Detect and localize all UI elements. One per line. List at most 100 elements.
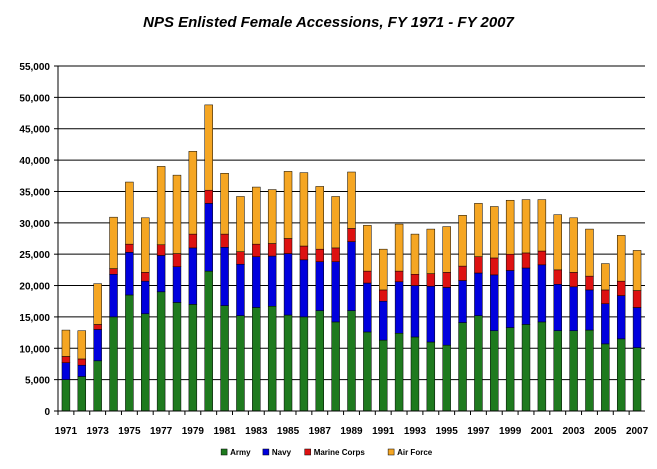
bar-air-force-1990 — [363, 225, 372, 272]
legend-label: Army — [230, 448, 251, 457]
bar-marine-corps-1989 — [347, 228, 356, 242]
bar-marine-corps-1988 — [331, 247, 340, 262]
bar-navy-1986 — [299, 259, 309, 318]
bar-air-force-1971 — [61, 329, 71, 357]
bar-marine-corps-1994 — [426, 273, 436, 287]
bar-marine-corps-2001 — [537, 250, 547, 266]
bar-army-2005 — [601, 343, 610, 412]
bar-army-1980 — [204, 270, 213, 412]
bar-army-1988 — [331, 321, 340, 412]
bar-marine-corps-1990 — [363, 270, 372, 284]
bar-marine-corps-1975 — [125, 243, 134, 253]
x-tick-label: 1985 — [277, 426, 300, 437]
bar-air-force-1999 — [505, 199, 515, 255]
bar-navy-1987 — [315, 261, 324, 311]
bar-air-force-1996 — [458, 215, 467, 267]
bar-army-1976 — [141, 313, 150, 412]
bar-army-1993 — [410, 336, 420, 412]
bar-navy-1974 — [109, 274, 118, 318]
bar-navy-2005 — [601, 303, 610, 345]
bar-air-force-1989 — [347, 171, 356, 229]
bar-marine-corps-2005 — [601, 289, 610, 304]
bar-air-force-1984 — [267, 189, 277, 244]
bar-marine-corps-1996 — [458, 265, 467, 281]
bar-marine-corps-1981 — [220, 233, 229, 248]
bar-army-2003 — [569, 330, 578, 412]
bar-marine-corps-1986 — [299, 245, 309, 261]
bar-navy-1973 — [93, 329, 102, 362]
y-tick-label: 20,000 — [19, 282, 50, 293]
bar-navy-1982 — [236, 263, 245, 316]
bar-air-force-1975 — [125, 181, 134, 245]
bar-marine-corps-1977 — [156, 244, 166, 256]
x-tick-label: 2007 — [626, 426, 649, 437]
x-tick-label: 1993 — [404, 426, 427, 437]
bar-navy-1971 — [61, 362, 71, 380]
bar-navy-1989 — [347, 241, 356, 311]
bar-army-1973 — [93, 360, 102, 412]
bar-navy-1994 — [426, 285, 436, 343]
bar-marine-corps-2000 — [521, 252, 531, 269]
x-tick-label: 1999 — [499, 426, 522, 437]
bar-army-1984 — [267, 305, 277, 412]
chart-title: NPS Enlisted Female Accessions, FY 1971 … — [143, 14, 514, 31]
bar-air-force-1976 — [141, 217, 150, 273]
bar-army-1982 — [236, 315, 245, 412]
bar-air-force-2002 — [553, 214, 562, 271]
bar-air-force-1995 — [442, 226, 451, 273]
bar-marine-corps-1984 — [267, 243, 277, 257]
bar-air-force-1983 — [252, 186, 261, 245]
bar-army-1981 — [220, 305, 229, 412]
bar-marine-corps-2006 — [616, 280, 626, 296]
bar-air-force-2000 — [521, 199, 531, 254]
bar-marine-corps-2002 — [553, 269, 562, 285]
bar-navy-1977 — [156, 255, 166, 293]
bar-army-1998 — [490, 330, 499, 412]
bar-marine-corps-1973 — [93, 324, 102, 330]
bar-marine-corps-1972 — [77, 358, 87, 366]
x-tick-label: 1971 — [55, 426, 78, 437]
bar-army-2000 — [521, 324, 531, 412]
legend-swatch — [387, 448, 395, 456]
bar-army-1994 — [426, 341, 436, 412]
bar-navy-1978 — [172, 266, 182, 303]
bar-navy-1979 — [188, 247, 198, 305]
bar-army-1990 — [363, 331, 372, 412]
bar-navy-2004 — [585, 289, 594, 331]
legend-swatch — [304, 448, 311, 456]
bar-air-force-1972 — [77, 330, 87, 360]
y-tick-label: 50,000 — [19, 93, 50, 104]
x-tick-label: 1975 — [118, 426, 141, 437]
bar-marine-corps-1997 — [474, 256, 483, 274]
bar-navy-1998 — [490, 274, 499, 331]
bar-army-1989 — [347, 310, 356, 412]
bar-army-1978 — [172, 302, 182, 412]
bar-air-force-1994 — [426, 228, 436, 274]
bar-marine-corps-1971 — [61, 356, 71, 363]
bar-air-force-2006 — [616, 235, 626, 282]
bar-army-2006 — [616, 338, 626, 412]
bar-army-1991 — [379, 339, 388, 412]
bar-army-1983 — [252, 307, 261, 412]
x-tick-label: 2001 — [531, 426, 554, 437]
bar-navy-2003 — [569, 286, 578, 331]
y-tick-label: 5,000 — [25, 376, 50, 387]
bar-air-force-2005 — [601, 263, 610, 291]
bar-marine-corps-1982 — [236, 251, 245, 265]
x-tick-label: 1983 — [245, 426, 268, 437]
bar-army-1977 — [156, 291, 166, 412]
bar-air-force-1980 — [204, 104, 213, 191]
bars — [61, 104, 642, 412]
x-tick-label: 2003 — [562, 426, 585, 437]
legend-label: Marine Corps — [314, 448, 366, 457]
bar-navy-1975 — [125, 252, 134, 296]
bar-army-1992 — [394, 332, 404, 412]
bar-army-1972 — [77, 376, 87, 412]
bar-air-force-1974 — [109, 216, 118, 269]
bar-air-force-1982 — [236, 196, 245, 252]
bar-navy-2007 — [632, 307, 642, 348]
x-tick-label: 1979 — [182, 426, 205, 437]
bar-air-force-1986 — [299, 172, 309, 247]
bar-marine-corps-2007 — [632, 290, 642, 308]
